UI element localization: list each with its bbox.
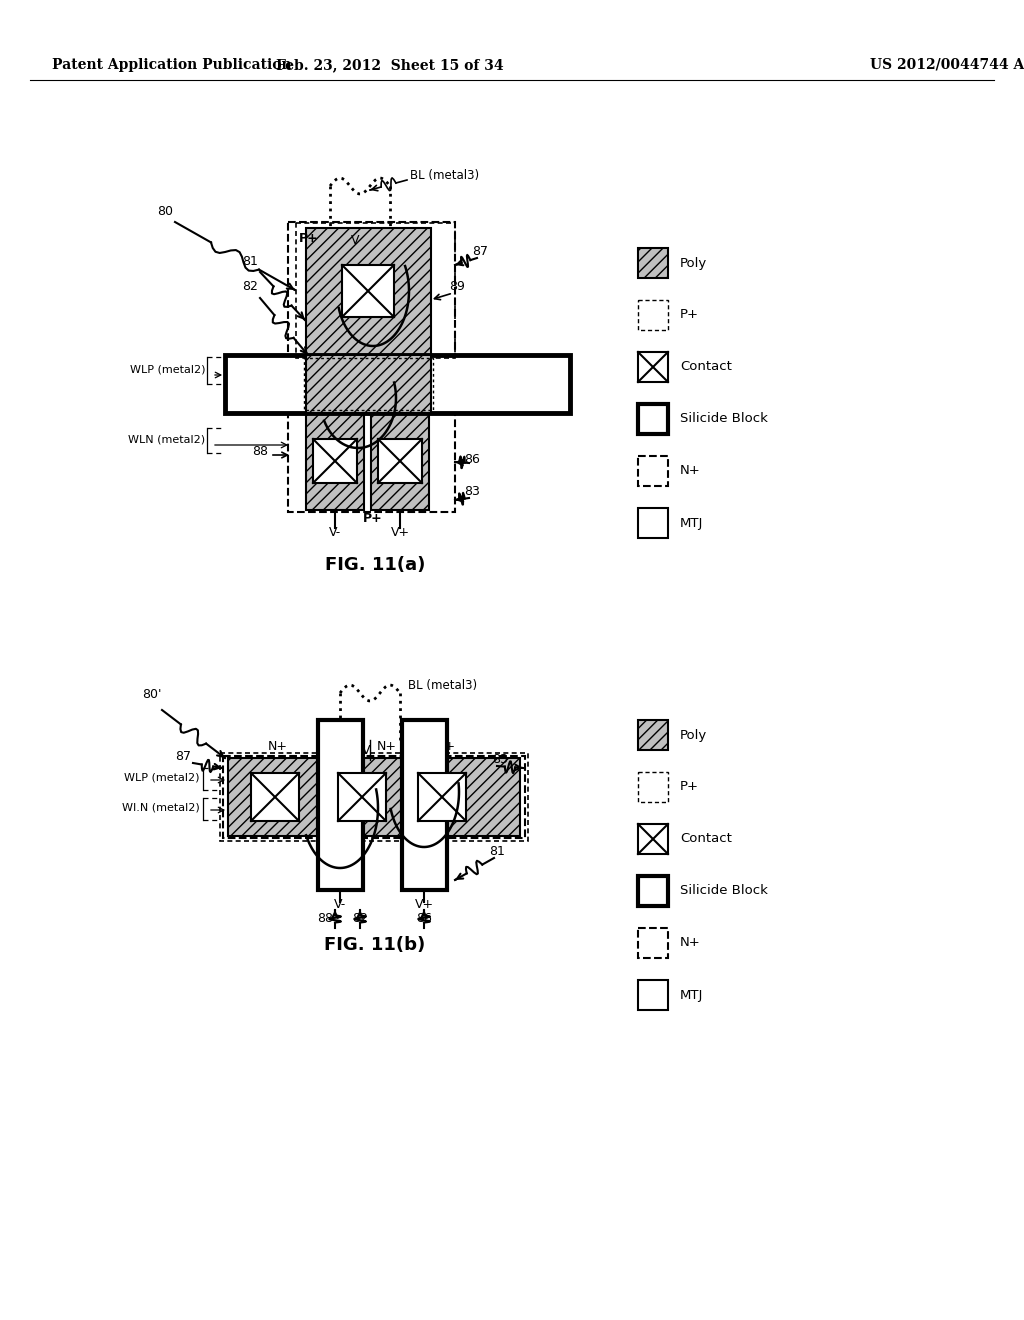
Bar	[338, 774, 386, 821]
Bar	[638, 352, 668, 381]
Bar	[306, 228, 431, 355]
Text: 88: 88	[252, 445, 268, 458]
Text: 89: 89	[410, 738, 426, 751]
Text: 83: 83	[464, 484, 480, 498]
Text: 89: 89	[450, 280, 465, 293]
Text: Contact: Contact	[680, 833, 732, 846]
Bar	[306, 413, 364, 510]
Text: 86: 86	[464, 453, 480, 466]
Text: 81: 81	[242, 255, 258, 268]
Text: 83: 83	[493, 752, 508, 766]
Text: BL (metal3): BL (metal3)	[410, 169, 479, 181]
Bar	[313, 440, 357, 483]
Bar	[342, 265, 394, 317]
Bar	[402, 719, 447, 890]
Text: P+: P+	[364, 511, 383, 524]
Bar	[638, 455, 668, 486]
Text: 80: 80	[157, 205, 173, 218]
Text: Feb. 23, 2012  Sheet 15 of 34: Feb. 23, 2012 Sheet 15 of 34	[276, 58, 504, 73]
Text: P+: P+	[680, 309, 699, 322]
Bar	[251, 774, 299, 821]
Bar	[306, 355, 431, 413]
Text: V+: V+	[390, 525, 410, 539]
Bar	[638, 300, 668, 330]
Bar	[220, 752, 528, 841]
Bar	[638, 928, 668, 958]
Bar	[638, 876, 668, 906]
Bar	[638, 404, 668, 434]
Bar	[228, 758, 520, 836]
Text: Patent Application Publication: Patent Application Publication	[52, 58, 292, 73]
Text: Poly: Poly	[680, 256, 708, 269]
Text: WI.N (metal2): WI.N (metal2)	[122, 803, 200, 813]
Text: Poly: Poly	[680, 729, 708, 742]
Text: P+: P+	[328, 741, 346, 754]
Text: V: V	[351, 234, 359, 247]
Text: FIG. 11(a): FIG. 11(a)	[325, 556, 425, 574]
Text: V-: V-	[329, 525, 341, 539]
Bar	[638, 719, 668, 750]
Text: V-: V-	[334, 899, 346, 912]
Bar	[638, 824, 668, 854]
Text: MTJ: MTJ	[680, 989, 703, 1002]
Bar	[318, 719, 362, 890]
Text: WLP (metal2): WLP (metal2)	[125, 774, 200, 783]
Text: FIG. 11(b): FIG. 11(b)	[325, 936, 426, 954]
Text: 88: 88	[317, 912, 333, 925]
Bar	[418, 774, 466, 821]
Text: Silicide Block: Silicide Block	[680, 884, 768, 898]
Text: N+: N+	[377, 741, 397, 754]
Text: US 2012/0044744 A1: US 2012/0044744 A1	[870, 58, 1024, 73]
Bar	[225, 355, 570, 413]
Text: 87: 87	[175, 750, 191, 763]
Text: Silicide Block: Silicide Block	[680, 412, 768, 425]
Bar	[638, 772, 668, 803]
Bar	[296, 223, 455, 358]
Text: 80': 80'	[142, 688, 162, 701]
Text: WLP (metal2): WLP (metal2)	[129, 366, 205, 375]
Text: P+: P+	[299, 232, 318, 246]
Text: 82: 82	[352, 912, 368, 925]
Text: N+: N+	[268, 741, 288, 754]
Bar	[378, 440, 422, 483]
Text: 87: 87	[472, 246, 488, 257]
Bar	[638, 979, 668, 1010]
Text: P+: P+	[438, 741, 456, 754]
Bar	[288, 222, 455, 512]
Text: 81: 81	[489, 845, 505, 858]
Bar	[223, 756, 525, 838]
Text: V+: V+	[415, 899, 433, 912]
Text: P+: P+	[680, 780, 699, 793]
Bar	[638, 248, 668, 279]
Text: Contact: Contact	[680, 360, 732, 374]
Text: V: V	[361, 743, 371, 756]
Text: BL (metal3): BL (metal3)	[408, 680, 477, 693]
Text: MTJ: MTJ	[680, 516, 703, 529]
Text: 82: 82	[242, 280, 258, 293]
Bar	[304, 358, 433, 411]
Text: N+: N+	[680, 465, 700, 478]
Text: N+: N+	[680, 936, 700, 949]
Text: 86: 86	[416, 912, 432, 925]
Text: WLN (metal2): WLN (metal2)	[128, 436, 205, 445]
Bar	[638, 508, 668, 539]
Bar	[371, 413, 429, 510]
